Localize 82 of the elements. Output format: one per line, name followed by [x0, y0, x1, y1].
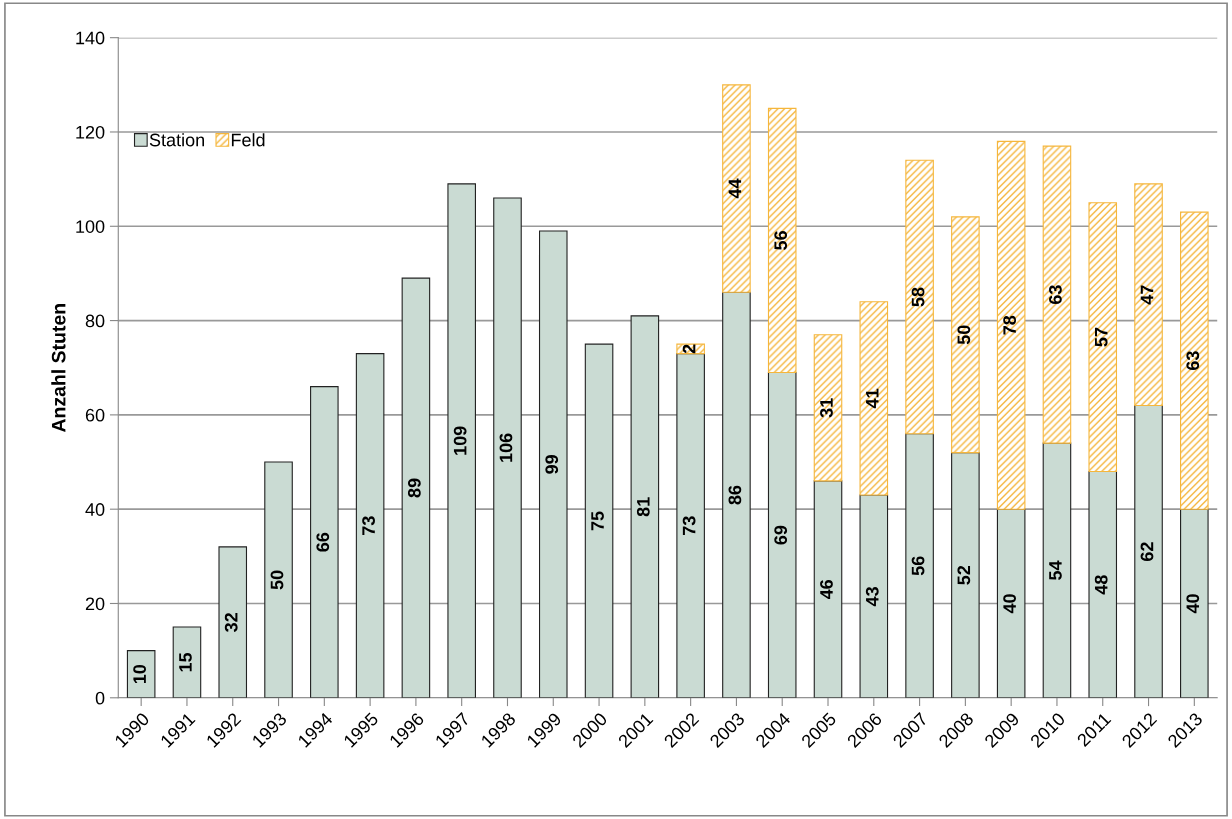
bar	[722, 291, 751, 698]
data-label: 40	[1003, 594, 1017, 614]
data-label: 78	[1003, 315, 1017, 335]
bar	[538, 230, 568, 698]
data-label: 50	[270, 570, 284, 590]
bar	[859, 301, 889, 496]
bar	[767, 107, 797, 374]
y-tick-label: 100	[76, 220, 105, 233]
y-tick-label: 140	[76, 31, 105, 45]
data-label: 15	[179, 652, 192, 672]
bar	[493, 197, 522, 698]
bar	[905, 433, 934, 698]
data-label: 52	[957, 565, 971, 585]
data-label: 32	[224, 613, 238, 632]
bar	[401, 277, 431, 698]
y-tick-label: 40	[85, 503, 105, 516]
data-label: 106	[499, 433, 513, 462]
data-label: 73	[362, 516, 375, 535]
bar	[1180, 211, 1209, 510]
data-label: 73	[682, 516, 696, 535]
bar	[813, 334, 843, 482]
bar	[813, 480, 843, 698]
data-label: 41	[866, 388, 879, 409]
data-label: 81	[636, 497, 650, 517]
bar	[1088, 202, 1118, 473]
bar	[172, 626, 202, 698]
data-label: 31	[820, 398, 833, 418]
data-label: 75	[591, 511, 604, 531]
data-label: 86	[728, 485, 742, 505]
data-label: 54	[1049, 560, 1062, 580]
bar	[767, 371, 797, 698]
data-label: 56	[911, 556, 925, 576]
data-label: 40	[1186, 594, 1200, 614]
bar	[1042, 145, 1072, 444]
bar	[1134, 404, 1163, 698]
data-label: 66	[316, 532, 330, 552]
bar	[264, 461, 293, 698]
data-label: 46	[820, 579, 833, 600]
bar	[1088, 470, 1118, 698]
y-tick-label: 120	[76, 125, 105, 139]
data-label: 63	[1049, 285, 1062, 305]
data-label: 58	[911, 287, 925, 307]
data-label: 69	[774, 525, 788, 545]
data-label: 56	[774, 231, 788, 250]
data-label: 43	[865, 587, 879, 607]
bar	[996, 508, 1026, 698]
y-tick-label: 20	[85, 597, 105, 611]
y-axis-title: Anzahl Stuten	[51, 304, 66, 433]
bar	[126, 650, 156, 698]
y-tick-label: 0	[95, 691, 105, 705]
bar	[905, 159, 934, 435]
data-label: 44	[728, 178, 742, 199]
data-label: 2	[682, 344, 696, 354]
bar	[630, 315, 660, 698]
legend-label: Feld	[231, 133, 265, 147]
bar	[447, 183, 476, 698]
y-tick-label: 60	[85, 408, 105, 422]
bar	[1134, 183, 1163, 407]
data-label: 99	[545, 455, 559, 474]
bar	[218, 546, 248, 698]
data-label: 57	[1094, 327, 1108, 347]
bar	[951, 452, 980, 698]
data-label: 47	[1140, 285, 1154, 305]
bar	[1180, 508, 1209, 698]
data-label: 89	[407, 478, 421, 498]
data-label: 63	[1186, 351, 1200, 371]
data-label: 109	[453, 426, 467, 455]
bar	[355, 353, 385, 698]
data-label: 62	[1140, 542, 1154, 561]
data-label: 10	[133, 664, 147, 684]
bar	[676, 353, 705, 698]
bar	[584, 343, 614, 698]
data-label: 50	[957, 325, 971, 345]
bar	[310, 386, 339, 698]
bar	[951, 216, 980, 454]
bar	[722, 84, 751, 293]
y-tick-label: 80	[85, 314, 105, 328]
data-label: 48	[1094, 575, 1108, 595]
bar	[859, 494, 889, 698]
legend-label: Station	[149, 133, 205, 147]
bar	[996, 140, 1026, 510]
bar	[1042, 442, 1072, 698]
